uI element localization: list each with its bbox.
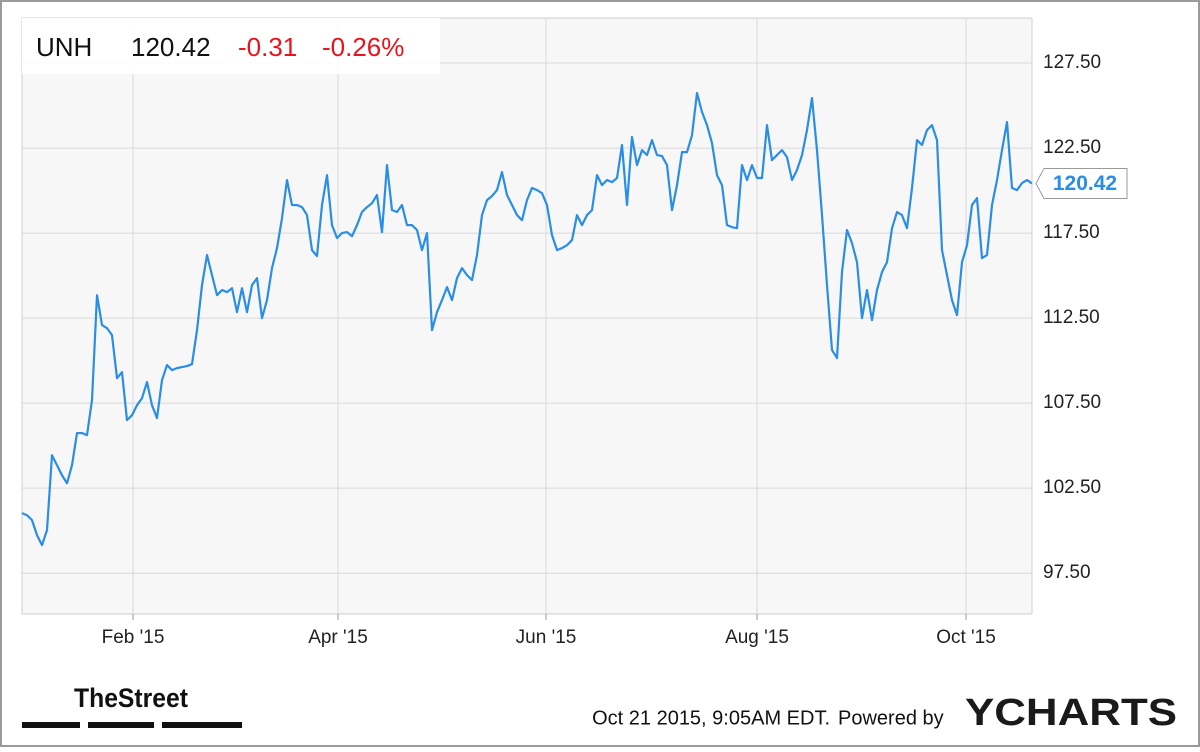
logo-bar bbox=[162, 722, 242, 728]
y-tick-label: 122.50 bbox=[1043, 137, 1101, 158]
x-tick-label: Feb '15 bbox=[102, 627, 165, 648]
ticker: UNH bbox=[36, 32, 92, 62]
change-pct: -0.26% bbox=[322, 32, 404, 62]
x-tick-label: Oct '15 bbox=[936, 627, 996, 648]
logo-bar bbox=[88, 722, 154, 728]
grid bbox=[22, 18, 1032, 614]
y-tick-label: 117.50 bbox=[1043, 222, 1100, 243]
timestamp: Oct 21 2015, 9:05AM EDT. bbox=[592, 707, 830, 729]
last-value-label: 120.42 bbox=[1053, 172, 1117, 195]
powered-by: Powered by bbox=[838, 707, 944, 729]
y-tick-label: 102.50 bbox=[1043, 477, 1101, 498]
y-tick-label: 127.50 bbox=[1043, 52, 1101, 73]
y-tick-label: 107.50 bbox=[1043, 392, 1101, 413]
y-tick-label: 97.50 bbox=[1043, 562, 1091, 583]
y-tick-label: 112.50 bbox=[1043, 307, 1100, 328]
price-line bbox=[21, 91, 1033, 547]
header-box bbox=[22, 18, 440, 74]
plot-area bbox=[21, 17, 1033, 615]
x-tick-label: Apr '15 bbox=[308, 627, 368, 648]
x-tick-label: Aug '15 bbox=[725, 627, 789, 648]
series bbox=[21, 91, 1033, 547]
change: -0.31 bbox=[238, 32, 297, 62]
brand-logo: TheStreet bbox=[74, 683, 188, 713]
last-value-badge bbox=[1035, 167, 1128, 199]
price: 120.42 bbox=[131, 32, 211, 62]
provider-logo: YCHARTS bbox=[965, 692, 1177, 734]
x-tick-label: Jun '15 bbox=[516, 627, 577, 648]
logo-bar bbox=[22, 722, 80, 728]
